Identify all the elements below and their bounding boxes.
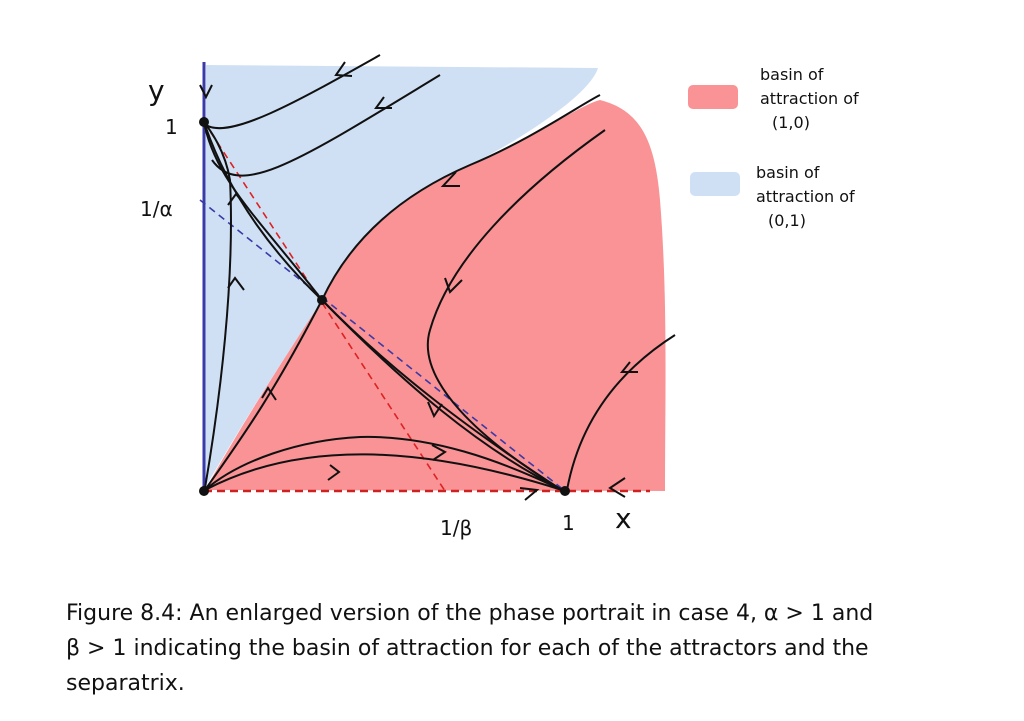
caption: Figure 8.4: An enlarged version of the p… (66, 596, 966, 701)
x-axis-label: x (615, 502, 632, 535)
equilibrium (199, 117, 209, 127)
caption-line: Figure 8.4: An enlarged version of the p… (66, 601, 874, 626)
basin-10 (205, 100, 666, 491)
arrow (327, 464, 341, 481)
legend-swatch (690, 172, 740, 196)
arrow (519, 487, 540, 501)
y-tick-label: 1 (165, 115, 178, 139)
arrow (227, 276, 245, 291)
trajectory (203, 121, 232, 489)
legend-swatch (688, 85, 738, 109)
legend-text: (0,1) (768, 211, 806, 230)
nullcline-red (203, 121, 446, 492)
arrow (619, 361, 638, 373)
legend-text: (1,0) (772, 113, 810, 132)
equilibrium (317, 295, 327, 305)
legend-text: attraction of (760, 89, 859, 108)
arrow (608, 477, 626, 498)
legend-text: basin of (760, 65, 824, 84)
basin-01 (205, 65, 598, 488)
separatrix (321, 94, 601, 301)
trajectory (205, 54, 381, 130)
arrows (199, 61, 638, 501)
caption-line: β > 1 indicating the basin of attraction… (66, 636, 869, 661)
arrow (444, 277, 463, 294)
trajectory (427, 129, 606, 491)
legend-entry: basin of attraction of (1,0) (760, 65, 859, 132)
trajectory (204, 299, 323, 491)
arrow (227, 192, 246, 206)
legend-text: attraction of (756, 187, 855, 206)
legend-entry: basin of attraction of (0,1) (756, 163, 855, 230)
arrow (334, 61, 353, 77)
x-tick-label: 1/β (440, 516, 472, 540)
phase-portrait: y 1 1/α 1/β 1 x basin of attraction of (1,… (140, 54, 859, 540)
caption-line: separatrix. (66, 671, 185, 696)
arrow (427, 401, 443, 419)
equilibrium (199, 486, 209, 496)
y-tick-label: 1/α (140, 197, 173, 221)
arrow (431, 444, 447, 461)
y-axis-label: y (148, 74, 165, 107)
arrow (374, 96, 392, 109)
arrow (440, 171, 460, 187)
arrow (261, 386, 277, 401)
equilibrium (560, 486, 570, 496)
arrow (199, 84, 213, 100)
trajectory (204, 435, 563, 491)
x-tick-label: 1 (562, 511, 575, 535)
trajectories (203, 54, 676, 492)
trajectory (203, 121, 323, 301)
legend-text: basin of (756, 163, 820, 182)
nullcline-blue (199, 199, 566, 492)
trajectory (204, 453, 563, 491)
trajectory (566, 334, 676, 491)
